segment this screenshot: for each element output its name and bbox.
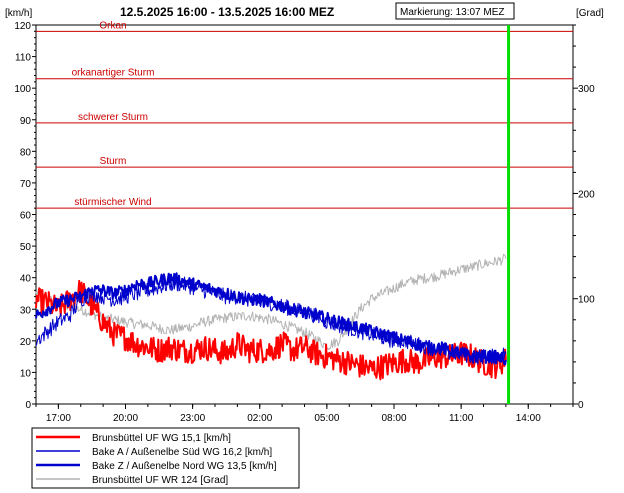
- threshold-lines: Orkan orkanartiger Sturm schwerer Sturm Stu…: [36, 20, 573, 209]
- x-tick-label-3: 02:00: [247, 413, 272, 424]
- left-tick-label-7: 70: [20, 179, 32, 190]
- x-tick-label-7: 14:00: [516, 413, 541, 424]
- left-tick-label-5: 50: [20, 242, 32, 253]
- series-line-3: [35, 253, 507, 351]
- left-tick-label-12: 120: [14, 21, 31, 32]
- series-lines: [35, 253, 507, 381]
- legend: Brunsbüttel UF WG 15,1 [km/h] Bake A / Au…: [31, 427, 300, 489]
- left-tick-label-2: 20: [20, 337, 32, 348]
- right-unit-label: [Grad]: [576, 8, 604, 19]
- legend-label-3: Brunsbüttel UF WR 124 [Grad]: [92, 475, 228, 486]
- left-tick-label-8: 80: [20, 147, 32, 158]
- left-tick-label-3: 30: [20, 305, 32, 316]
- left-tick-label-0: 0: [25, 400, 31, 411]
- x-tick-label-4: 05:00: [314, 413, 339, 424]
- legend-label-0: Brunsbüttel UF WG 15,1 [km/h]: [92, 433, 231, 444]
- x-tick-label-5: 08:00: [381, 413, 406, 424]
- chart-title: 12.5.2025 16:00 - 13.5.2025 16:00 MEZ: [120, 5, 334, 19]
- x-axis: 17:00 20:00 23:00 02:00 05:00 08:00 11:00 14:00: [35, 404, 574, 424]
- left-unit-label: [km/h]: [5, 8, 32, 19]
- right-tick-label-0: 0: [578, 400, 584, 411]
- left-tick-label-6: 60: [20, 211, 32, 222]
- left-tick-label-10: 100: [14, 84, 31, 95]
- left-tick-label-9: 90: [20, 116, 32, 127]
- marker-label-frame: [395, 2, 515, 20]
- left-tick-label-11: 110: [15, 53, 31, 64]
- legend-label-1: Bake A / Außenelbe Süd WG 16,2 [km/h]: [92, 447, 272, 458]
- left-tick-label-4: 40: [20, 274, 32, 285]
- legend-label-2: Bake Z / Außenelbe Nord WG 13,5 [km/h]: [92, 461, 277, 472]
- threshold-label-1: orkanartiger Sturm: [72, 68, 155, 79]
- marker-label-box: Markierung: 13:07 MEZ: [395, 2, 515, 20]
- right-tick-label-3: 300: [578, 84, 595, 95]
- series-line-2: [35, 272, 507, 366]
- right-y-axis: 0 100 200 300: [573, 24, 595, 411]
- left-tick-label-1: 10: [20, 368, 32, 379]
- threshold-label-3: Sturm: [100, 156, 127, 167]
- right-tick-label-2: 200: [578, 189, 595, 200]
- threshold-label-0: Orkan: [99, 20, 126, 31]
- x-tick-label-2: 23:00: [180, 413, 205, 424]
- left-y-axis: 0 10 20 30 40 50 60 70 80 90 100 110 120: [14, 21, 36, 411]
- plot-area-group: Orkan orkanartiger Sturm schwerer Sturm Stu…: [14, 20, 595, 424]
- x-tick-label-6: 11:00: [449, 413, 474, 424]
- x-tick-label-1: 20:00: [113, 413, 138, 424]
- marker-label: Markierung: 13:07 MEZ: [400, 7, 505, 18]
- right-tick-label-1: 100: [578, 295, 595, 306]
- x-tick-label-0: 17:00: [46, 413, 71, 424]
- threshold-label-4: stürmischer Wind: [74, 197, 151, 208]
- threshold-label-2: schwerer Sturm: [78, 112, 148, 123]
